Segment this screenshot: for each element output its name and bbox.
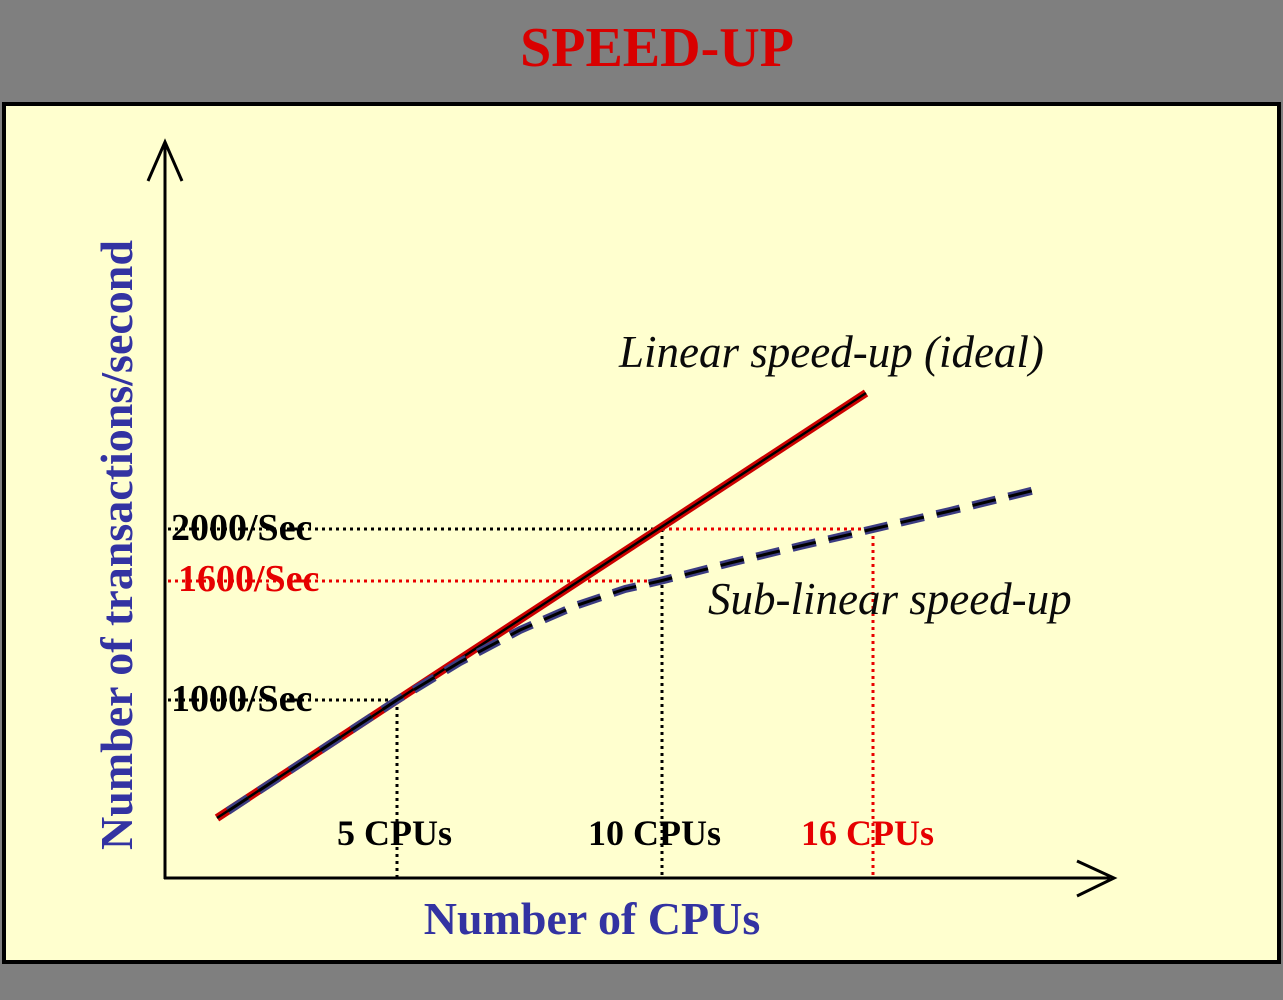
ytick-1000: 1000/Sec <box>171 678 313 720</box>
ytick-2000: 2000/Sec <box>171 507 313 549</box>
y-axis-arrow-icon <box>146 138 184 182</box>
ytick-1600: 1600/Sec <box>178 558 320 600</box>
x-axis-arrow-icon <box>1076 859 1118 898</box>
sublinear-curve-label: Sub-linear speed-up <box>708 574 1072 624</box>
sublinear-line-outer <box>225 486 1036 815</box>
x-axis-title: Number of CPUs <box>423 893 761 944</box>
xtick-5cpus: 5 CPUs <box>337 813 452 853</box>
xtick-16cpus: 16 CPUs <box>801 813 934 853</box>
y-axis-title: Number of transactions/second <box>91 240 142 850</box>
xtick-10cpus: 10 CPUs <box>588 813 721 853</box>
linear-curve-label: Linear speed-up (ideal) <box>619 327 1044 377</box>
slide-title: SPEED-UP <box>520 17 794 79</box>
plot-area <box>2 102 1281 964</box>
sublinear-line-core <box>227 488 1036 813</box>
